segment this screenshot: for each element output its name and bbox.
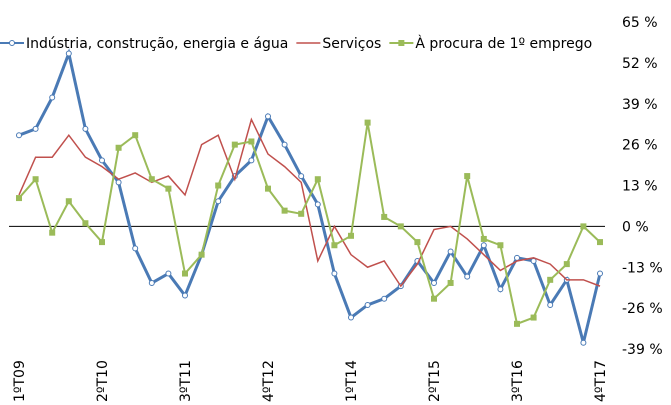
x-tick-label: 4ºT17 — [593, 360, 609, 402]
point — [16, 195, 22, 202]
point — [381, 213, 388, 220]
point — [132, 132, 139, 139]
x-tick-label: 1ºT14 — [344, 360, 360, 402]
point — [281, 207, 288, 214]
point — [464, 273, 471, 280]
point — [298, 210, 305, 217]
point — [414, 239, 421, 246]
point — [563, 261, 570, 268]
x-tick-label: 3ºT16 — [510, 360, 526, 402]
y-tick-label: 65 % — [622, 15, 658, 31]
series-line — [18, 117, 601, 288]
legend-marker — [398, 40, 405, 46]
point — [431, 279, 437, 286]
legend-marker — [9, 40, 15, 46]
point — [497, 242, 504, 249]
point — [65, 198, 72, 205]
y-tick-label: 0 % — [622, 219, 649, 235]
point — [82, 220, 89, 227]
point — [148, 176, 155, 183]
point — [32, 125, 39, 132]
x-tick-label: 2ºT10 — [95, 360, 111, 402]
x-tick-label: 3ºT11 — [178, 360, 194, 402]
point — [148, 279, 155, 286]
point — [32, 176, 39, 183]
point — [115, 179, 122, 186]
point — [364, 301, 371, 308]
point — [597, 239, 603, 246]
legend: Indústria, construção, energia e água Ser… — [0, 35, 592, 52]
point — [530, 314, 537, 321]
point — [182, 270, 188, 277]
point — [580, 223, 587, 230]
point — [447, 279, 454, 286]
point — [115, 144, 122, 151]
point — [82, 125, 89, 132]
y-tick-label: -39 % — [622, 342, 663, 358]
point — [265, 185, 271, 192]
point — [348, 232, 354, 239]
point — [547, 276, 554, 283]
y-tick-label: 13 % — [622, 179, 658, 195]
point — [182, 292, 188, 299]
point — [331, 270, 338, 277]
point — [480, 242, 487, 249]
point — [265, 113, 271, 120]
y-tick-label: -13 % — [622, 260, 663, 276]
point — [397, 223, 404, 230]
point — [480, 235, 487, 242]
point — [231, 141, 238, 148]
point — [248, 157, 255, 164]
point — [49, 229, 56, 236]
point — [215, 182, 222, 189]
point — [198, 251, 205, 258]
point — [281, 141, 288, 148]
point — [99, 239, 105, 246]
point — [514, 254, 520, 261]
point — [464, 173, 471, 180]
point — [447, 248, 454, 255]
point — [547, 301, 554, 308]
point — [314, 201, 321, 208]
point — [165, 185, 172, 192]
point — [597, 270, 603, 277]
point — [132, 245, 139, 252]
point — [314, 176, 321, 183]
point — [99, 157, 105, 164]
point — [49, 94, 56, 101]
point — [165, 270, 172, 277]
point — [580, 339, 587, 346]
point — [364, 119, 371, 126]
point — [65, 50, 72, 57]
point — [381, 295, 388, 302]
series-line — [18, 122, 601, 326]
point — [331, 242, 338, 249]
x-tick-label: 1ºT09 — [12, 360, 28, 402]
y-tick-label: 26 % — [622, 138, 658, 154]
legend-label: Indústria, construção, energia e água — [26, 36, 288, 52]
legend-label: À procura de 1º emprego — [415, 35, 592, 52]
point — [215, 198, 222, 205]
point — [248, 138, 255, 145]
y-tick-label: 52 % — [622, 56, 658, 72]
x-tick-label: 4ºT12 — [261, 360, 277, 402]
point — [431, 295, 437, 302]
point — [348, 314, 354, 321]
y-tick-label: -26 % — [622, 301, 663, 317]
series-line — [18, 48, 602, 344]
point — [16, 132, 22, 139]
point — [497, 286, 504, 293]
legend-label: Serviços — [322, 36, 381, 52]
point — [298, 173, 305, 180]
x-tick-label: 2ºT15 — [427, 360, 443, 402]
point — [514, 320, 520, 327]
y-tick-label: 39 % — [622, 97, 658, 113]
